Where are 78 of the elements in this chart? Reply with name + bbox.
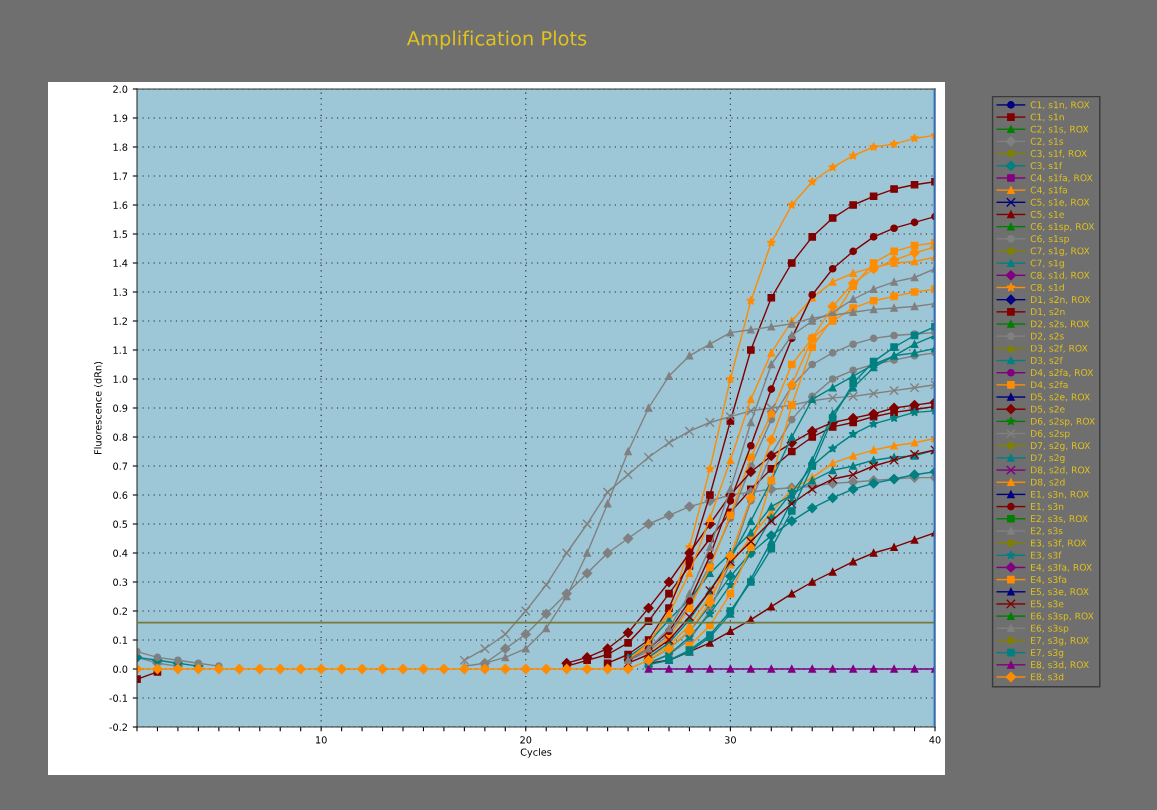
legend-label: D3, s2f, ROX: [1031, 344, 1088, 353]
legend-label: D4, s2fa, ROX: [1031, 368, 1094, 377]
legend-label: E2, s3s: [1031, 527, 1063, 536]
legend-label: E7, s3g: [1031, 649, 1064, 658]
legend-label: C6, s1sp, ROX: [1030, 223, 1095, 232]
legend-label: D2, s2s, ROX: [1031, 320, 1090, 329]
legend-label: C5, s1e, ROX: [1030, 198, 1090, 207]
legend-label: D1, s2n, ROX: [1031, 296, 1091, 304]
legend-label: C3, s1f, ROX: [1030, 149, 1087, 158]
legend-label: D6, s2sp: [1031, 429, 1070, 439]
y-tick-label: 0.4: [113, 549, 128, 557]
legend-label: E5, s3e: [1031, 600, 1064, 609]
y-tick-label: 0.8: [113, 433, 128, 441]
y-tick-label: 0.5: [113, 520, 128, 528]
legend-label: C5, s1e: [1030, 210, 1064, 219]
y-tick-label: 0.1: [113, 636, 128, 644]
legend-label: E8, s3d: [1031, 673, 1064, 682]
legend-label: E3, s3f: [1031, 551, 1062, 560]
legend-label: D5, s2e, ROX: [1031, 393, 1090, 402]
x-tick-label: 20: [520, 736, 532, 744]
legend-label: E1, s3n: [1031, 502, 1064, 511]
y-tick-label: 1.4: [113, 259, 128, 267]
x-tick-label: 40: [929, 736, 941, 744]
legend-label: D4, s2fa: [1031, 381, 1068, 390]
y-tick-label: 1.1: [113, 346, 128, 354]
y-tick-label: 1.8: [113, 143, 128, 151]
legend-label: E7, s3g, ROX: [1031, 636, 1089, 646]
legend-label: D3, s2f: [1031, 356, 1063, 365]
y-tick-label: 1.2: [113, 317, 127, 325]
legend-label: C8, s1d, ROX: [1030, 271, 1090, 280]
legend-label: D1, s2n: [1031, 308, 1065, 317]
legend-label: C4, s1fa: [1030, 186, 1067, 195]
y-tick-label: 1.6: [113, 201, 128, 209]
y-tick-label: 1.7: [113, 172, 128, 180]
y-tick-label: 0.7: [113, 462, 128, 470]
y-tick-label: 2.0: [113, 85, 128, 93]
legend-label: E6, s3sp, ROX: [1031, 612, 1094, 622]
x-axis-title: Cycles: [520, 748, 552, 758]
legend-label: E3, s3f, ROX: [1031, 539, 1087, 548]
x-tick-label: 10: [316, 736, 327, 744]
legend-label: D7, s2g, ROX: [1031, 442, 1091, 451]
y-tick-label: -0.2: [109, 723, 127, 731]
y-tick-label: 1.0: [113, 375, 128, 383]
legend-label: C7, s1g: [1030, 259, 1064, 269]
y-tick-label: 0.0: [113, 665, 128, 673]
y-tick-label: -0.1: [109, 694, 128, 702]
x-tick-label: 30: [724, 736, 736, 744]
legend-label: D8, s2d: [1031, 478, 1065, 487]
legend-label: C1, s1n: [1030, 113, 1064, 122]
legend-label: E2, s3s, ROX: [1031, 515, 1088, 524]
legend-label: D5, s2e: [1031, 405, 1065, 414]
legend-label: D2, s2s: [1031, 332, 1064, 341]
legend-label: C3, s1f: [1030, 162, 1063, 171]
y-tick-label: 1.5: [113, 230, 128, 238]
legend-label: C2, s1s: [1030, 137, 1064, 146]
chart-title: Amplification Plots: [406, 30, 587, 50]
y-tick-label: 0.9: [113, 404, 128, 412]
legend-label: D6, s2sp, ROX: [1031, 417, 1095, 427]
legend-label: C6, s1sp: [1030, 235, 1069, 244]
y-tick-label: 0.6: [113, 491, 128, 499]
legend-label: C8, s1d: [1030, 283, 1064, 292]
y-tick-label: 0.2: [113, 607, 127, 615]
y-tick-label: 1.3: [113, 288, 128, 296]
y-tick-label: 1.9: [113, 114, 128, 122]
y-tick-label: 0.3: [113, 578, 128, 586]
legend-label: E6, s3sp: [1031, 624, 1069, 634]
legend-label: C4, s1fa, ROX: [1030, 174, 1093, 183]
legend-label: C1, s1n, ROX: [1030, 101, 1090, 110]
legend-label: E4, s3fa, ROX: [1031, 563, 1092, 572]
legend-label: C7, s1g, ROX: [1030, 247, 1090, 257]
legend-label: C2, s1s, ROX: [1030, 125, 1089, 134]
legend-label: E4, s3fa: [1031, 575, 1067, 584]
legend-label: E1, s3n, ROX: [1031, 490, 1089, 499]
legend-label: D8, s2d, ROX: [1031, 466, 1091, 475]
y-axis-title: Fluorescence (dRn): [94, 361, 103, 454]
legend-label: E5, s3e, ROX: [1031, 588, 1089, 597]
legend-label: D7, s2g: [1031, 454, 1065, 464]
legend-label: E8, s3d, ROX: [1031, 661, 1089, 670]
